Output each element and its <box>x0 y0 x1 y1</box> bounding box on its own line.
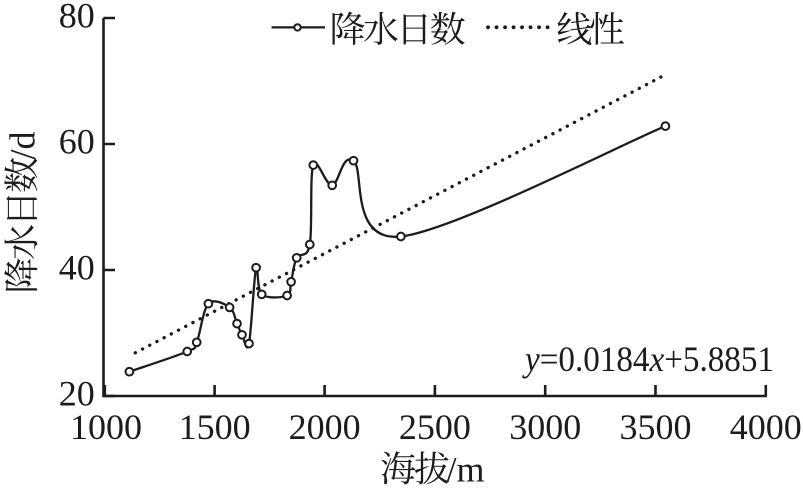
svg-text:80: 80 <box>59 0 95 36</box>
svg-text:2000: 2000 <box>289 407 361 447</box>
svg-text:3000: 3000 <box>509 407 581 447</box>
svg-text:2500: 2500 <box>399 407 471 447</box>
svg-text:1500: 1500 <box>179 407 251 447</box>
svg-text:4000: 4000 <box>730 407 802 447</box>
svg-text:/d: /d <box>3 131 43 159</box>
svg-text:3500: 3500 <box>620 407 692 447</box>
svg-text:y=0.0184x+5.8851: y=0.0184x+5.8851 <box>522 339 774 379</box>
svg-text:1000: 1000 <box>70 407 142 447</box>
svg-text:/m: /m <box>447 450 485 490</box>
svg-text:40: 40 <box>59 248 95 288</box>
svg-text:20: 20 <box>59 374 95 414</box>
svg-text:60: 60 <box>59 122 95 162</box>
